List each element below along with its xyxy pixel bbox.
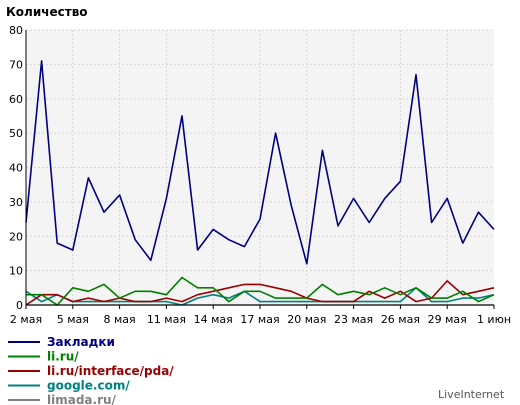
series-line [25,280,495,306]
y-tick-label: 40 [9,162,23,175]
x-tick-label: 20 мая [287,313,326,326]
grid [26,29,494,305]
x-tick-label: 1 июн [477,313,511,326]
x-tick-label: 23 мая [334,313,373,326]
y-tick-label: 0 [16,299,23,312]
series-line [25,60,495,265]
x-tick-label: 29 мая [428,313,467,326]
x-tick-label: 2 мая [10,313,42,326]
x-tick-label: 11 мая [147,313,186,326]
x-tick-label: 5 мая [57,313,89,326]
y-tick-label: 70 [9,58,23,71]
chart-title: Количество [6,5,88,19]
y-tick-label: 30 [9,196,23,209]
y-tick-label: 10 [9,265,23,278]
x-tick-label: 8 мая [104,313,136,326]
legend-label: li.ru/ [47,350,79,364]
legend-label: li.ru/interface/pda/ [47,364,174,378]
x-tick-label: 14 мая [194,313,233,326]
y-tick-label: 50 [9,127,23,140]
legend: Закладкиli.ru/li.ru/interface/pda/google… [8,335,174,405]
y-tick-label: 20 [9,230,23,243]
legend-label: limada.ru/ [47,393,117,405]
y-axis: 0 10 20 30 40 50 60 70 80 [9,24,23,312]
x-axis: 2 мая 5 мая 8 мая 11 мая 14 мая 17 мая 20 мая 2… [10,313,511,326]
legend-label: google.com/ [47,379,130,393]
axes [25,30,495,309]
brand-label: LiveInternet [438,388,505,401]
x-tick-label: 26 мая [381,313,420,326]
y-tick-label: 80 [9,24,23,37]
series-line [26,276,495,306]
legend-label: Закладки [47,335,115,349]
y-tick-label: 60 [9,93,23,106]
x-tick-label: 17 мая [240,313,279,326]
